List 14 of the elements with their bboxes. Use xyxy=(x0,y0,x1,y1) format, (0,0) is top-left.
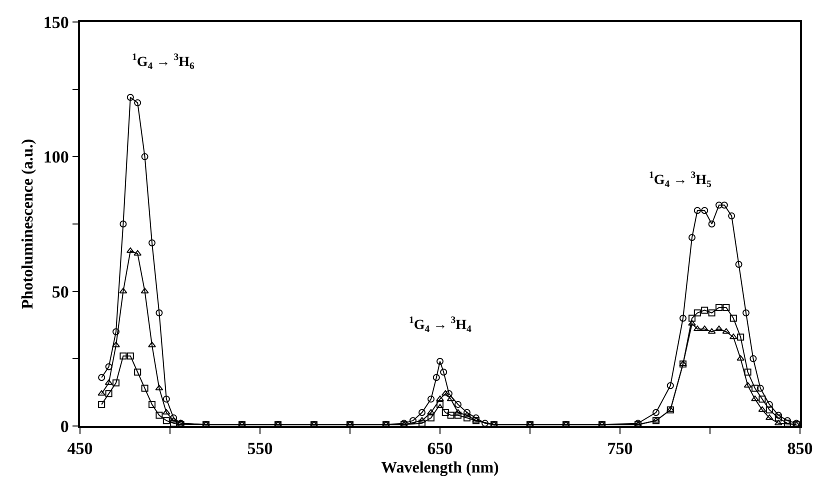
y-tick-label: 0 xyxy=(60,416,69,436)
x-tick-label: 850 xyxy=(787,439,813,458)
y-tick-label: 50 xyxy=(52,282,69,302)
annotation: $^{1}$G$_{4}$ → $^{3}$H$_{5}$ xyxy=(649,170,712,190)
y-tick-label: 100 xyxy=(43,148,69,167)
y-axis-title: Photoluminescence (a.u.) xyxy=(20,138,37,310)
x-axis-title: Wavelength (nm) xyxy=(381,459,499,476)
x-tick-label: 450 xyxy=(67,439,93,458)
y-tick-label: 150 xyxy=(43,12,69,32)
annotation: $^{1}$G$_{4}$ → $^{3}$H$_{4}$ xyxy=(409,315,472,335)
x-tick-label: 750 xyxy=(607,439,633,458)
x-tick-label: 550 xyxy=(247,439,273,458)
x-tick-label: 650 xyxy=(427,439,453,458)
annotation: $^{1}$G$_{4}$ → $^{3}$H$_{6}$ xyxy=(132,52,194,72)
